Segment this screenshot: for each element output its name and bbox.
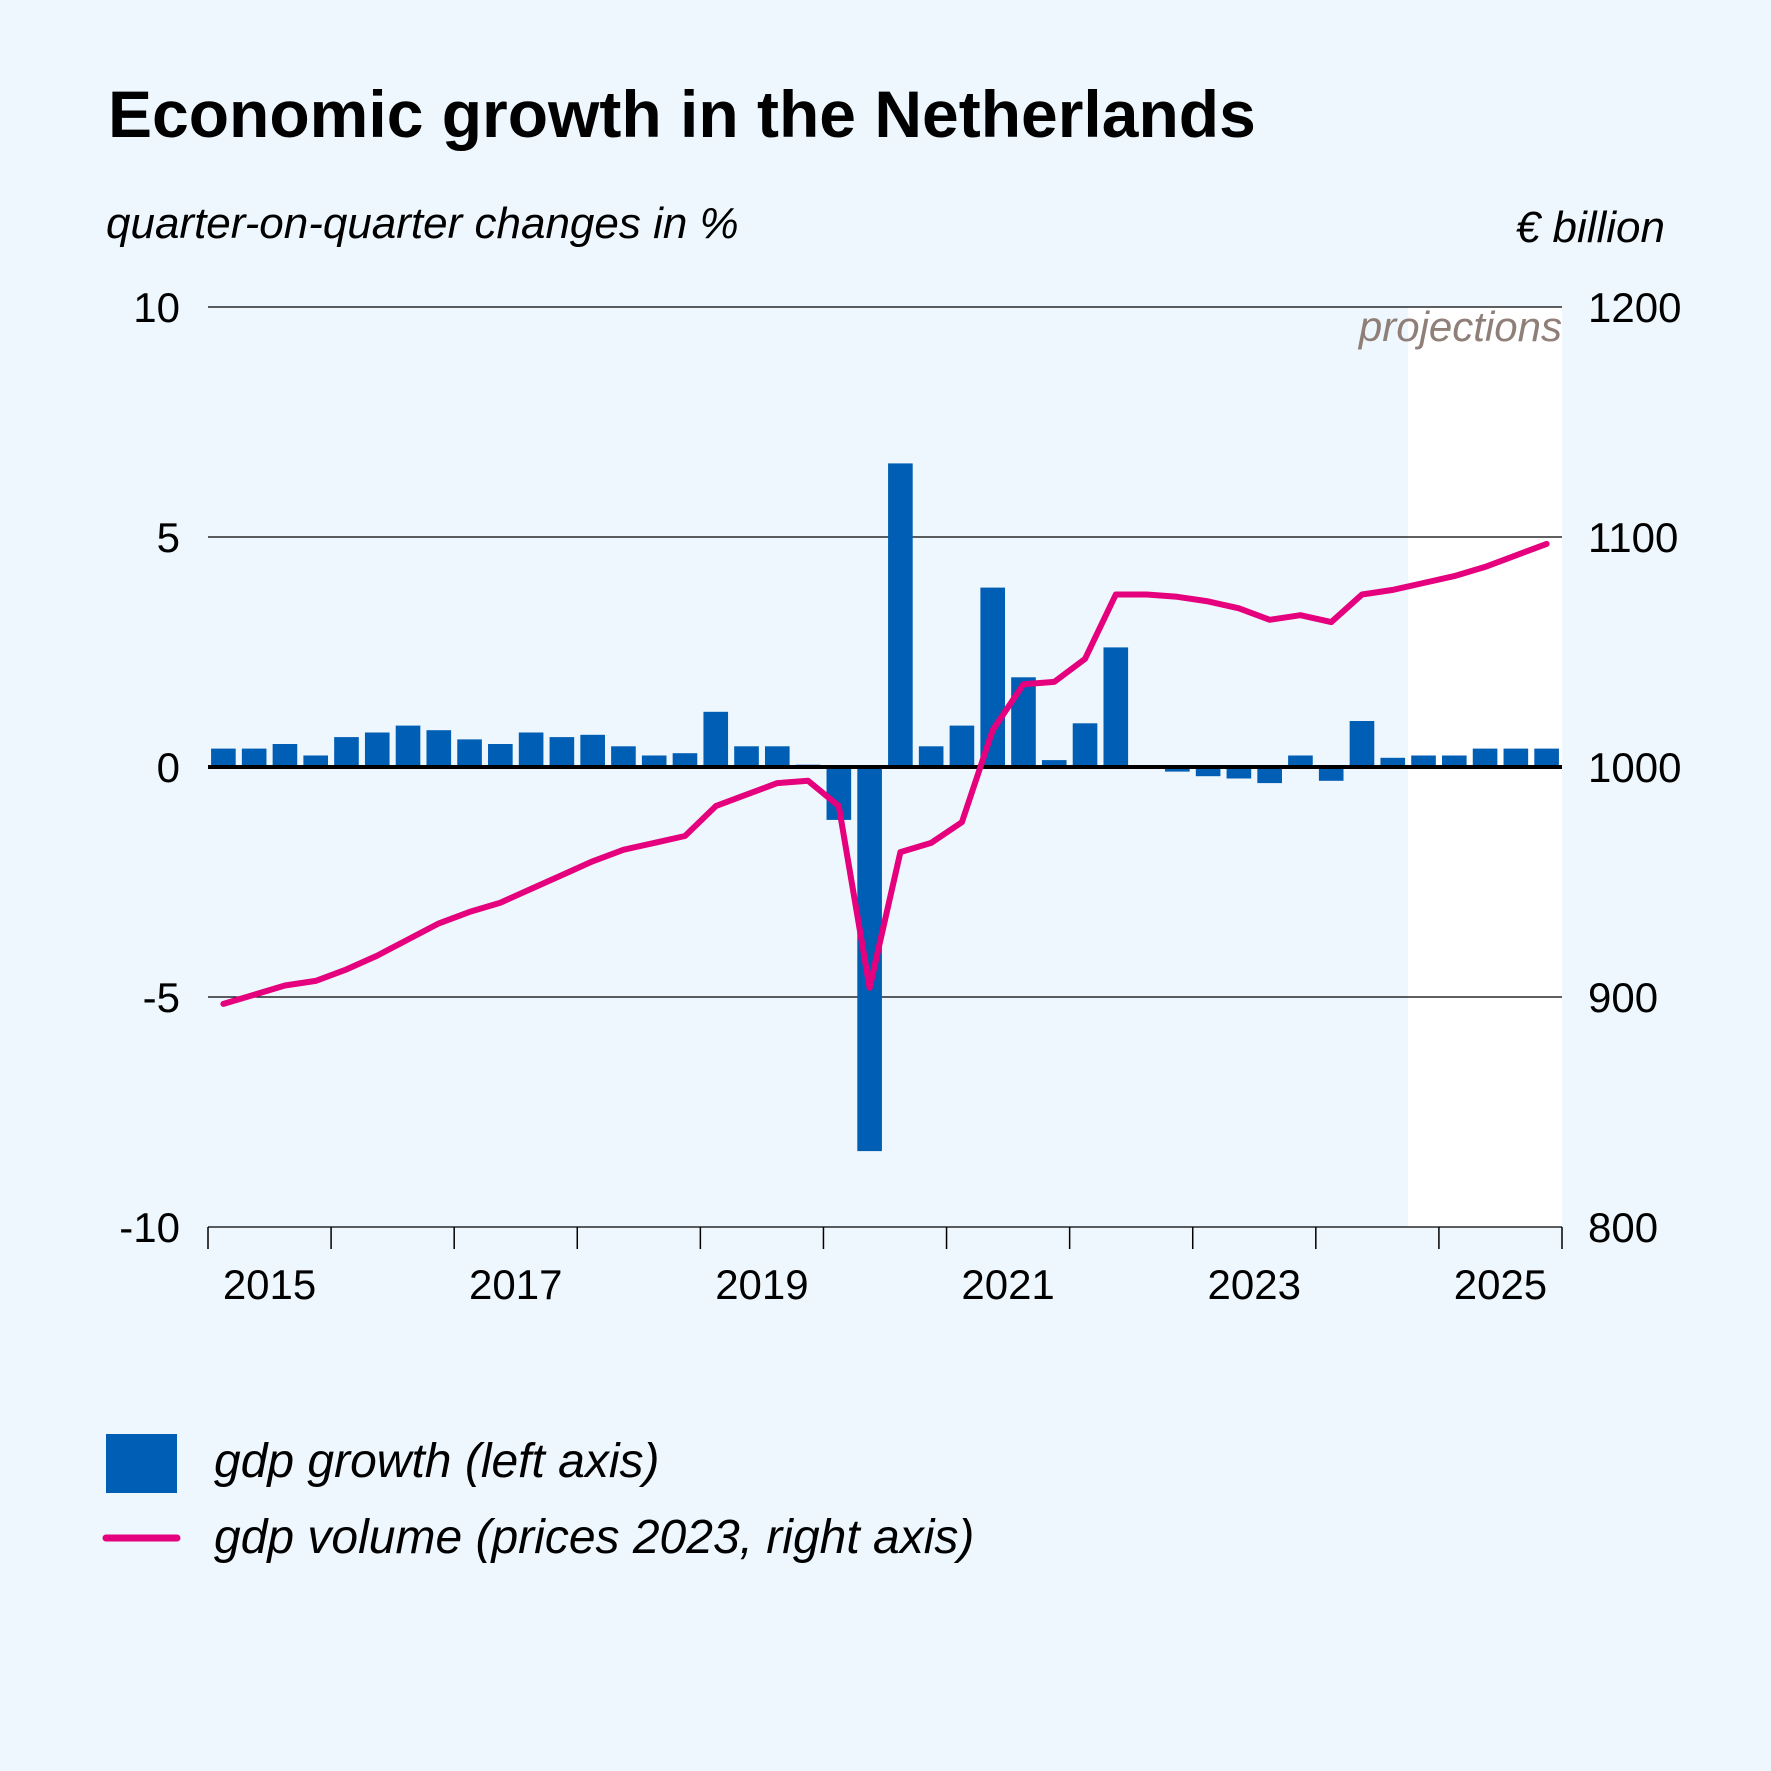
bar [1103,647,1129,767]
bar [518,732,544,767]
bar [1041,760,1067,767]
bar [488,744,513,767]
chart-title: Economic growth in the Netherlands [108,77,1256,151]
bar [1380,757,1406,767]
x-tick-label: 2021 [961,1261,1054,1308]
bar [1288,755,1313,767]
left-axis-label: quarter-on-quarter changes in % [106,199,739,248]
bar [918,746,944,767]
bar [1318,767,1344,781]
bar [1411,755,1436,767]
bar [364,732,390,767]
x-tick-label: 2023 [1208,1261,1301,1308]
bar [241,748,267,767]
legend-bar-swatch [106,1434,177,1493]
bar-series [211,463,1559,1152]
bar [672,753,698,767]
left-tick-label: 10 [133,284,180,331]
bar [395,725,421,767]
gdp-volume-line [220,540,1550,1007]
bar [1349,721,1375,767]
left-tick-label: 0 [157,744,180,791]
x-tick-label: 2015 [223,1261,316,1308]
bar [1503,748,1529,767]
bar [1165,767,1190,772]
legend-bar-label: gdp growth (left axis) [214,1435,660,1488]
bar [426,730,452,767]
bar [334,737,359,767]
x-tick-label: 2019 [715,1261,808,1308]
bar [580,734,605,767]
bar [734,746,759,767]
bar [641,755,667,767]
bar [303,755,329,767]
x-axis: 2015 2017 2019 2021 2023 2025 [207,1227,1563,1308]
projection-label: projections [1357,303,1562,350]
right-tick-label: 800 [1588,1204,1658,1251]
legend: gdp growth (left axis) gdp volume (price… [102,1434,974,1564]
bar [457,739,482,767]
bar [1072,723,1098,767]
bar [272,744,298,767]
bar [549,737,575,767]
bar [211,748,236,767]
right-tick-label: 1200 [1588,284,1681,331]
bar [888,463,913,767]
bar [1226,767,1252,779]
left-tick-label: -10 [119,1204,180,1251]
bar [611,746,636,767]
x-tick-label: 2017 [469,1261,562,1308]
bar [1011,677,1036,767]
bar [703,711,729,767]
right-axis: 1200 1100 1000 900 800 [1588,284,1681,1251]
bar [980,587,1006,767]
legend-line-label: gdp volume (prices 2023, right axis) [214,1511,974,1564]
right-tick-label: 900 [1588,974,1658,1021]
x-tick-label: 2025 [1454,1261,1547,1308]
bar [1441,755,1467,767]
left-axis: 10 5 0 -5 -10 [119,284,180,1251]
bar [1534,748,1559,767]
bar [949,725,975,767]
left-tick-label: -5 [143,974,180,1021]
left-tick-label: 5 [157,514,180,561]
line-series [220,540,1550,1007]
bar [1257,767,1282,784]
right-tick-label: 1000 [1588,744,1681,791]
bar [1195,767,1221,777]
right-tick-label: 1100 [1588,514,1678,561]
bar [1472,748,1498,767]
gridlines [208,306,1562,1228]
right-axis-label: € billion [1516,203,1665,252]
bar [764,746,790,767]
